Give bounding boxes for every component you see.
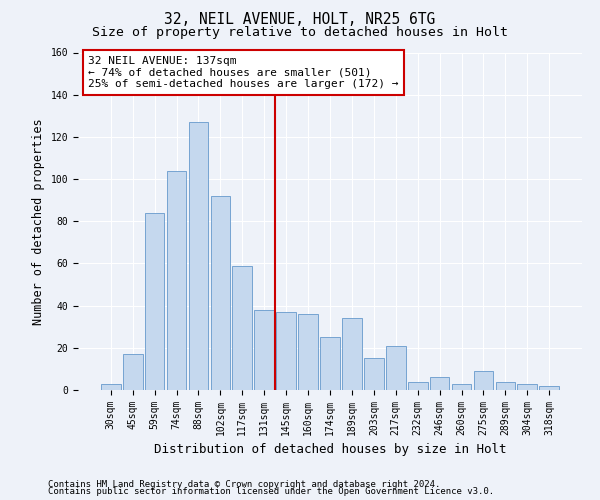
Bar [298,314,318,390]
Text: Size of property relative to detached houses in Holt: Size of property relative to detached ho… [92,26,508,39]
Bar [539,386,559,390]
Bar [408,382,428,390]
Bar [517,384,537,390]
Bar [232,266,252,390]
Bar [276,312,296,390]
Bar [123,354,143,390]
Bar [211,196,230,390]
Text: 32 NEIL AVENUE: 137sqm
← 74% of detached houses are smaller (501)
25% of semi-de: 32 NEIL AVENUE: 137sqm ← 74% of detached… [88,56,398,89]
Bar [320,338,340,390]
Bar [452,384,472,390]
Bar [496,382,515,390]
Text: Contains HM Land Registry data © Crown copyright and database right 2024.: Contains HM Land Registry data © Crown c… [48,480,440,489]
Bar [101,384,121,390]
Bar [386,346,406,390]
X-axis label: Distribution of detached houses by size in Holt: Distribution of detached houses by size … [154,444,506,456]
Text: Contains public sector information licensed under the Open Government Licence v3: Contains public sector information licen… [48,488,494,496]
Bar [167,170,187,390]
Bar [430,378,449,390]
Bar [364,358,384,390]
Bar [145,213,164,390]
Bar [254,310,274,390]
Text: 32, NEIL AVENUE, HOLT, NR25 6TG: 32, NEIL AVENUE, HOLT, NR25 6TG [164,12,436,28]
Bar [188,122,208,390]
Bar [342,318,362,390]
Y-axis label: Number of detached properties: Number of detached properties [32,118,45,324]
Bar [473,371,493,390]
